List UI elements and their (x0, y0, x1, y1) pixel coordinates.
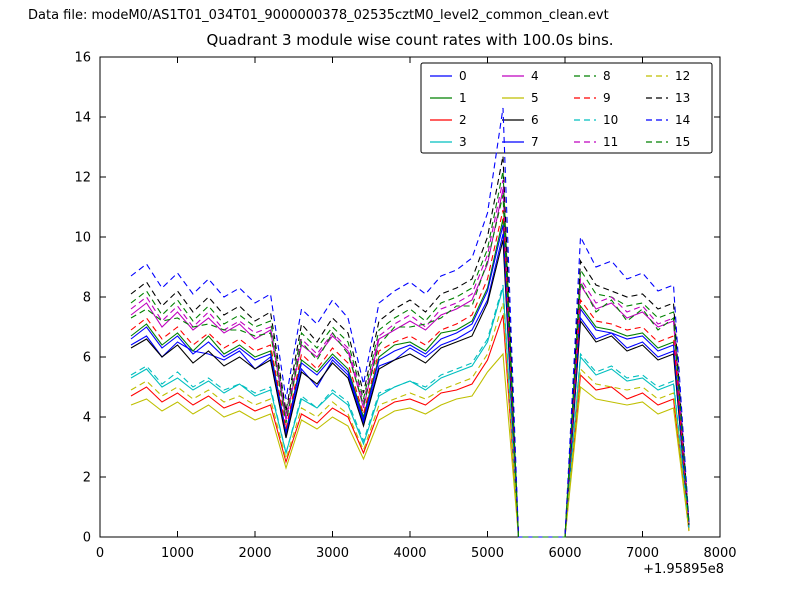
y-tick-label: 6 (83, 351, 91, 366)
series-line-8 (130, 170, 690, 538)
x-tick-label: 5000 (471, 546, 504, 561)
chart-title: Quadrant 3 module wise count rates with … (206, 31, 614, 49)
y-tick-label: 14 (74, 111, 91, 126)
y-tick-label: 12 (74, 171, 91, 186)
series-line-6 (130, 239, 690, 538)
legend-frame (420, 62, 713, 154)
series-line-15 (130, 194, 690, 538)
series-line-14 (130, 107, 690, 538)
legend-entry-label-14: 14 (675, 113, 690, 127)
x-axis-offset-label: +1.95895e8 (643, 562, 724, 577)
series-line-7 (130, 224, 690, 538)
legend-entry-label-5: 5 (531, 91, 539, 105)
legend-entry-label-1: 1 (459, 91, 467, 105)
y-tick-label: 2 (83, 471, 91, 486)
legend-entry-label-11: 11 (603, 135, 618, 149)
legend-entry-label-15: 15 (675, 135, 690, 149)
x-tick-label: 1000 (161, 546, 194, 561)
series-line-5 (130, 352, 690, 538)
y-tick-label: 8 (83, 291, 91, 306)
x-tick-label: 2000 (238, 546, 271, 561)
legend-entry-label-12: 12 (675, 69, 690, 83)
series-line-4 (130, 188, 690, 538)
legend-entry-label-8: 8 (603, 69, 611, 83)
series-line-12 (130, 302, 690, 538)
y-tick-label: 4 (83, 411, 91, 426)
data-file-label: Data file: modeM0/AS1T01_034T01_90000003… (28, 8, 609, 23)
legend-entry-label-4: 4 (531, 69, 539, 83)
series-line-0 (130, 233, 690, 538)
series-line-2 (130, 314, 690, 538)
series-line-3 (130, 287, 690, 538)
series-line-9 (130, 209, 690, 538)
series-line-1 (130, 218, 690, 538)
legend-entry-label-9: 9 (603, 91, 611, 105)
y-tick-label: 16 (74, 51, 91, 66)
series-line-13 (130, 155, 690, 538)
x-tick-label: 0 (96, 546, 104, 561)
x-tick-label: 6000 (548, 546, 581, 561)
x-tick-label: 7000 (626, 546, 659, 561)
legend-entry-label-6: 6 (531, 113, 539, 127)
legend-entry-label-2: 2 (459, 113, 467, 127)
legend-entry-label-7: 7 (531, 135, 539, 149)
y-tick-label: 0 (83, 531, 91, 546)
legend-entry-label-13: 13 (675, 91, 690, 105)
x-tick-label: 8000 (703, 546, 736, 561)
series-line-10 (130, 284, 690, 538)
x-tick-label: 4000 (393, 546, 426, 561)
legend-entry-label-3: 3 (459, 135, 467, 149)
legend-entry-label-0: 0 (459, 69, 467, 83)
x-tick-label: 3000 (316, 546, 349, 561)
legend-entry-label-10: 10 (603, 113, 618, 127)
y-tick-label: 10 (74, 231, 91, 246)
